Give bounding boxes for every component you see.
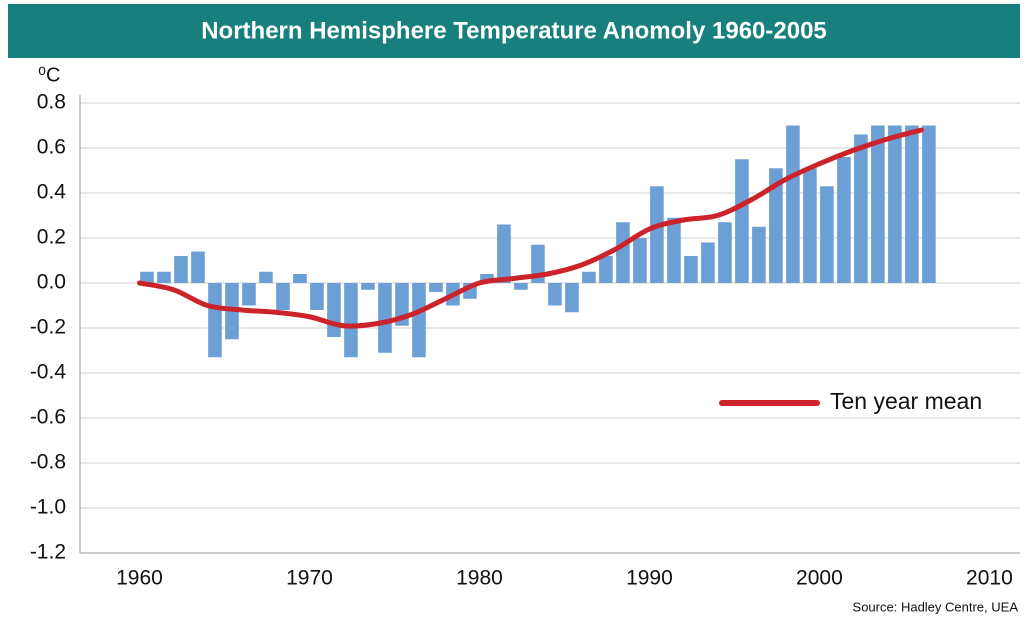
x-tick-label: 2010 <box>966 567 1013 590</box>
bar <box>633 238 647 283</box>
bar <box>548 283 562 306</box>
bar <box>616 222 630 283</box>
y-tick-label: -0.6 <box>30 406 66 429</box>
bar <box>310 283 324 310</box>
bar <box>276 283 290 310</box>
x-tick-label: 1960 <box>116 567 163 590</box>
bar <box>905 125 919 283</box>
x-tick-label: 2000 <box>796 567 843 590</box>
y-tick-label: -0.8 <box>30 451 66 474</box>
bar <box>667 217 681 283</box>
bar <box>293 274 307 283</box>
bar <box>208 283 222 358</box>
bar <box>259 271 273 283</box>
y-tick-label: -0.2 <box>30 316 66 339</box>
bar <box>922 125 936 283</box>
bar <box>735 159 749 283</box>
bar <box>344 283 358 358</box>
bar <box>361 283 375 290</box>
title-bar <box>8 4 1020 58</box>
bar <box>582 271 596 283</box>
bar <box>888 125 902 283</box>
source-note: Source: Hadley Centre, UEA <box>853 599 1019 614</box>
bar <box>769 168 783 283</box>
x-tick-label: 1990 <box>626 567 673 590</box>
bar <box>378 283 392 353</box>
y-tick-label: 0.8 <box>37 91 66 114</box>
y-tick-label: -1.0 <box>30 496 66 519</box>
bar <box>429 283 443 292</box>
bar <box>650 186 664 283</box>
y-tick-label: 0.4 <box>37 181 67 204</box>
bar <box>412 283 426 358</box>
bar <box>752 226 766 283</box>
bar <box>820 186 834 283</box>
bar <box>718 222 732 283</box>
bar <box>497 224 511 283</box>
bar <box>242 283 256 306</box>
y-tick-label: 0.2 <box>37 226 66 249</box>
bar <box>174 256 188 283</box>
bar <box>157 271 171 283</box>
x-tick-label: 1970 <box>286 567 333 590</box>
bar <box>684 256 698 283</box>
chart-title: Northern Hemisphere Temperature Anomoly … <box>201 17 827 44</box>
bar <box>327 283 341 337</box>
bar <box>701 242 715 283</box>
legend-label: Ten year mean <box>830 388 982 414</box>
bar <box>803 168 817 283</box>
y-tick-label: -0.4 <box>30 361 67 384</box>
bar <box>140 271 154 283</box>
bar <box>871 125 885 283</box>
y-tick-label: 0.0 <box>37 271 66 294</box>
bar <box>565 283 579 313</box>
y-tick-label: 0.6 <box>37 136 66 159</box>
bar <box>514 283 528 290</box>
x-tick-label: 1980 <box>456 567 503 590</box>
bar <box>786 125 800 283</box>
bar <box>191 251 205 283</box>
bar <box>599 256 613 283</box>
bar <box>854 134 868 283</box>
y-axis-unit: ⁰C <box>38 64 60 86</box>
bar <box>837 157 851 283</box>
mean-line <box>136 127 924 329</box>
y-tick-label: -1.2 <box>30 541 66 564</box>
bar <box>480 274 494 283</box>
